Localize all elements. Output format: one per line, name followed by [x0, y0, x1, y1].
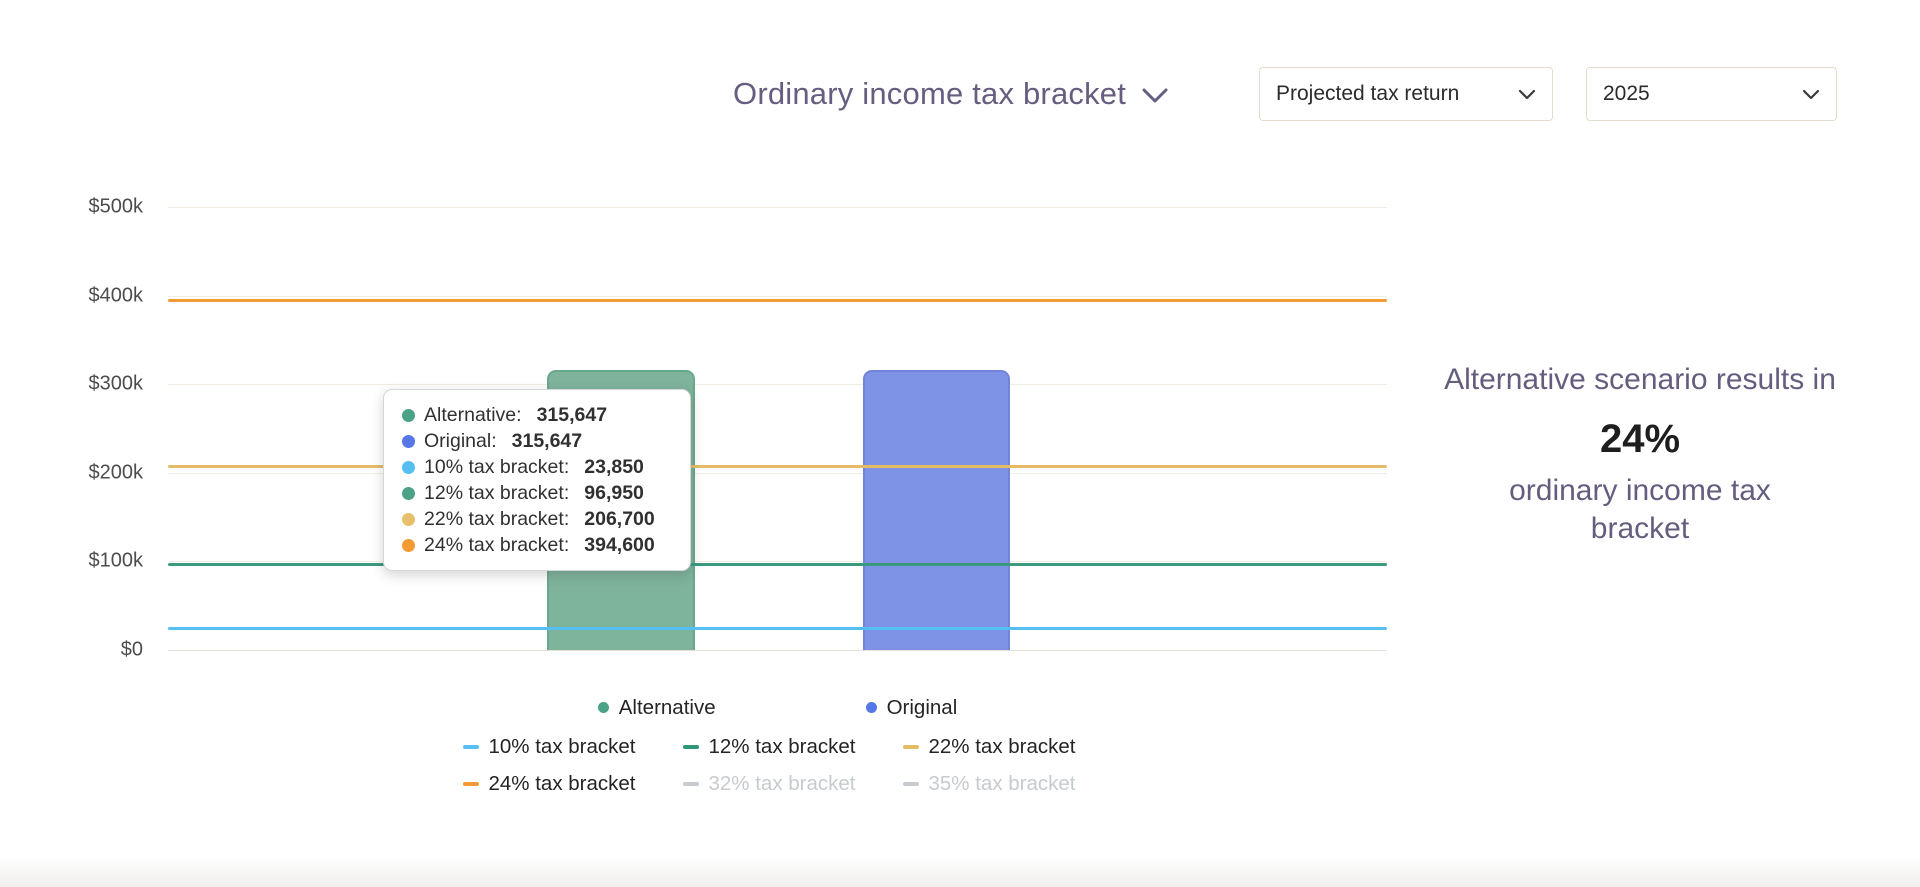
legend-item-24-tax-bracket[interactable]: 24% tax bracket — [462, 769, 653, 798]
12-tax-bracket-line[interactable] — [168, 562, 1387, 566]
tooltip-label: 22% tax bracket: — [424, 508, 570, 530]
24-tax-bracket-line[interactable] — [168, 298, 1387, 302]
series-color-dot — [402, 460, 415, 474]
y-axis-label: $200k — [88, 461, 144, 484]
legend-label: 35% tax bracket — [928, 772, 1076, 795]
chart-tooltip: Alternative: 315,647 Original: 315,647 10% t… — [383, 389, 691, 571]
tooltip-value: 315,647 — [536, 404, 608, 426]
tooltip-row: 12% tax bracket: 96,950 — [402, 480, 672, 506]
legend-item-22-tax-bracket[interactable]: 22% tax bracket — [902, 732, 1093, 761]
legend-label: Original — [886, 696, 958, 719]
legend-label: 10% tax bracket — [488, 735, 636, 758]
legend-row: 10% tax bracket 12% tax bracket 22% tax br… — [168, 732, 1387, 761]
legend-label: 22% tax bracket — [928, 735, 1076, 758]
gridline-400k — [168, 295, 1387, 297]
22-tax-bracket-line[interactable] — [168, 465, 1387, 469]
y-axis-label: $500k — [88, 195, 144, 218]
tooltip-row: Original: 315,647 — [402, 428, 672, 454]
tooltip-label: 12% tax bracket: — [424, 482, 570, 504]
tooltip-value: 315,647 — [511, 430, 583, 452]
legend-marker — [902, 744, 919, 749]
legend-item-10-tax-bracket[interactable]: 10% tax bracket — [462, 732, 653, 761]
year-value: 2025 — [1603, 82, 1650, 105]
gridline-100k — [168, 561, 1387, 563]
legend-item-32-tax-bracket[interactable]: 32% tax bracket — [682, 769, 873, 798]
tooltip-value: 23,850 — [584, 456, 644, 478]
chevron-down-icon — [1142, 88, 1168, 103]
tooltip-row: 24% tax bracket: 394,600 — [402, 532, 672, 558]
series-color-dot — [402, 486, 415, 500]
series-color-dot — [402, 434, 415, 448]
y-axis-label: $400k — [88, 284, 144, 307]
tooltip-label: 24% tax bracket: — [424, 534, 570, 556]
tooltip-row: 10% tax bracket: 23,850 — [402, 454, 672, 480]
legend-item-alternative[interactable]: Alternative — [597, 693, 716, 722]
tooltip-label: Alternative: — [424, 404, 522, 426]
gridline-0 — [168, 650, 1387, 651]
legend-label: 24% tax bracket — [488, 772, 636, 795]
tooltip-value: 96,950 — [584, 482, 644, 504]
bottom-fade — [0, 857, 1920, 887]
series-color-dot — [402, 538, 415, 552]
report-type-select[interactable]: Projected tax return — [1259, 67, 1553, 121]
tooltip-row: 22% tax bracket: 206,700 — [402, 506, 672, 532]
legend-row: 24% tax bracket 32% tax bracket 35% tax br… — [168, 769, 1387, 798]
legend-item-original[interactable]: Original — [865, 693, 958, 722]
legend-marker — [597, 702, 609, 713]
tooltip-label: Original: — [424, 430, 497, 452]
legend-label: 32% tax bracket — [708, 772, 856, 795]
10-tax-bracket-line[interactable] — [168, 627, 1387, 631]
series-color-dot — [402, 512, 415, 526]
tooltip-label: 10% tax bracket: — [424, 456, 570, 478]
tooltip-value: 206,700 — [584, 508, 655, 530]
summary-value: 24% — [1599, 417, 1681, 461]
legend-item-35-tax-bracket[interactable]: 35% tax bracket — [902, 769, 1093, 798]
legend-marker — [462, 744, 479, 749]
legend-marker — [682, 744, 699, 749]
legend-marker — [462, 781, 479, 786]
report-type-value: Projected tax return — [1276, 82, 1460, 105]
summary-line-1: Alternative scenario results in — [1444, 363, 1836, 396]
gridline-300k — [168, 384, 1387, 386]
legend-label: 12% tax bracket — [708, 735, 856, 758]
bar-original[interactable] — [863, 370, 1010, 650]
legend-marker — [902, 781, 919, 786]
series-color-dot — [402, 408, 415, 422]
legend-item-12-tax-bracket[interactable]: 12% tax bracket — [682, 732, 873, 761]
summary-panel: Alternative scenario results in 24% ordi… — [1415, 363, 1865, 549]
summary-line-2: ordinary income tax bracket — [1509, 474, 1771, 546]
tooltip-row: Alternative: 315,647 — [402, 402, 672, 428]
tooltip-value: 394,600 — [584, 534, 655, 556]
page-title: Ordinary income tax bracket — [733, 76, 1127, 111]
legend-marker — [865, 702, 877, 713]
gridline-200k — [168, 472, 1387, 474]
y-axis-label: $100k — [88, 549, 144, 572]
year-select[interactable]: 2025 — [1586, 67, 1837, 121]
y-axis-label: $300k — [88, 372, 144, 395]
gridline-500k — [168, 207, 1387, 208]
y-axis-label: $0 — [120, 638, 143, 661]
legend-row: Alternative Original — [168, 693, 1387, 722]
chevron-down-icon — [1518, 89, 1536, 99]
chart-title-dropdown[interactable]: Ordinary income tax bracket — [733, 76, 1168, 112]
legend-marker — [682, 781, 699, 786]
chevron-down-icon — [1802, 89, 1820, 99]
chart-legend: Alternative Original 10% tax bracket 12% ta… — [168, 693, 1387, 798]
legend-label: Alternative — [618, 696, 716, 719]
